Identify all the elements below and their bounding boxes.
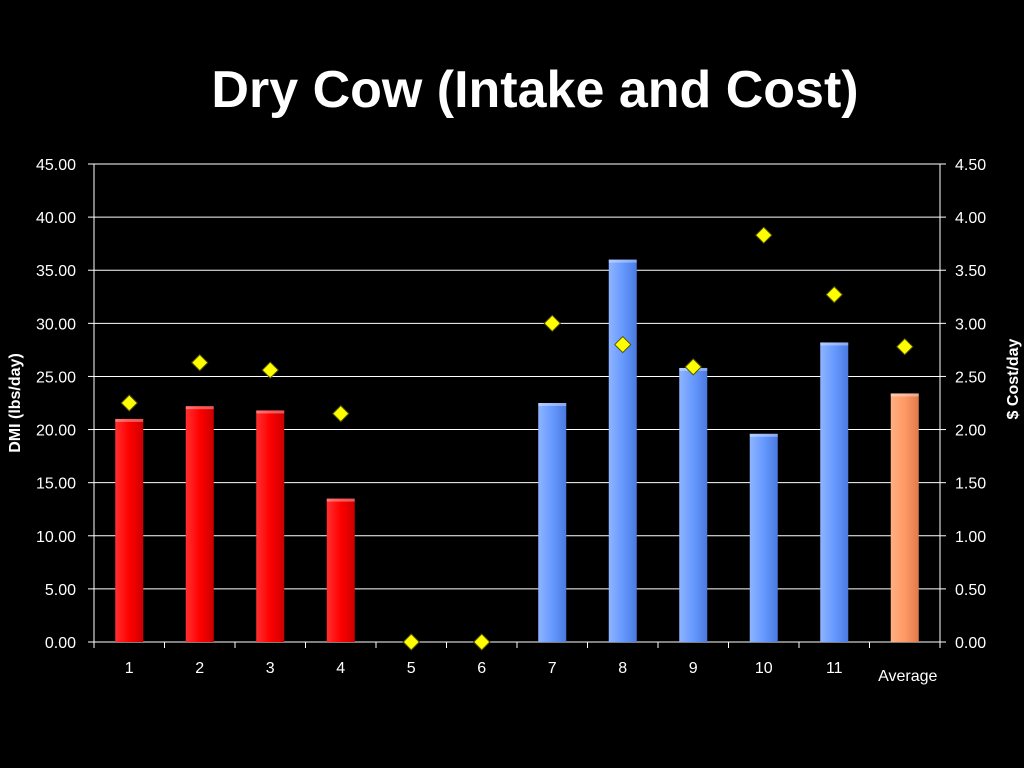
bar-highlight [256, 410, 285, 414]
diamond-marker [896, 337, 914, 356]
bar [326, 498, 355, 642]
x-tick-label: 5 [407, 660, 416, 677]
y-tick-label-left: 25.00 [36, 369, 76, 386]
bar-highlight [115, 418, 144, 422]
y-tick-label-right: 1.50 [955, 476, 986, 493]
bar-highlight [538, 403, 567, 406]
y-tick-label-right: 4.50 [955, 157, 986, 174]
y-tick-label-left: 20.00 [36, 423, 76, 440]
diamond-marker [543, 314, 561, 333]
y-tick-label-right: 3.50 [955, 263, 986, 280]
x-tick-label: 4 [336, 660, 345, 677]
bar-highlight [890, 393, 919, 397]
diamond-marker [332, 404, 350, 423]
diamond-marker [261, 361, 279, 379]
y-tick-label-right: 2.50 [955, 369, 986, 386]
x-tick-label: 7 [548, 660, 557, 677]
bar [890, 393, 919, 642]
y-tick-label-left: 0.00 [45, 635, 76, 652]
diamond-marker [825, 285, 843, 304]
y-tick-label-left: 45.00 [36, 157, 76, 174]
bar-highlight [820, 342, 849, 346]
y-tick-label-left: 15.00 [36, 476, 76, 493]
bar [256, 410, 285, 642]
diamond-marker [402, 633, 420, 651]
x-tick-label: 10 [755, 660, 773, 677]
diamond-marker [191, 353, 209, 372]
bar [820, 342, 849, 642]
y-tick-label-right: 4.00 [955, 210, 986, 227]
x-tick-label: 9 [689, 660, 698, 677]
y-axis-title-left: DMI (lbs/day) [7, 353, 24, 453]
diamond-marker [120, 394, 138, 412]
x-tick-label: 11 [826, 660, 843, 677]
y-tick-label-right: 2.00 [955, 423, 986, 440]
x-tick-label: 3 [266, 660, 275, 677]
bar-highlight [326, 498, 355, 502]
y-tick-label-right: 3.00 [955, 316, 986, 333]
diamond-marker [614, 335, 632, 354]
chart-title: Dry Cow (Intake and Cost) [211, 61, 859, 119]
bar-highlight [185, 406, 214, 410]
bar [538, 403, 567, 642]
diamond-marker [755, 226, 773, 244]
bar [115, 418, 144, 642]
y-tick-label-left: 10.00 [36, 529, 76, 546]
x-tick-label: 1 [125, 660, 134, 677]
y-tick-label-left: 5.00 [45, 582, 76, 599]
bar [185, 406, 214, 642]
x-tick-label: 6 [477, 660, 486, 677]
x-tick-label: 2 [195, 660, 204, 677]
bar [679, 367, 708, 642]
y-tick-label-left: 30.00 [36, 316, 76, 333]
bar-highlight [608, 259, 637, 263]
bar-highlight [749, 433, 778, 437]
y-axis-title-right: $ Cost/day [1005, 338, 1022, 419]
y-tick-label-left: 35.00 [36, 263, 76, 280]
bar [608, 259, 637, 642]
y-tick-label-right: 0.50 [955, 582, 986, 599]
diamond-marker [684, 358, 702, 376]
x-tick-label: Average [878, 668, 937, 685]
y-tick-label-left: 40.00 [36, 210, 76, 227]
bar [749, 433, 778, 642]
y-tick-label-right: 1.00 [955, 529, 986, 546]
diamond-marker [473, 633, 491, 651]
y-tick-label-right: 0.00 [955, 635, 986, 652]
x-tick-label: 8 [618, 660, 627, 677]
